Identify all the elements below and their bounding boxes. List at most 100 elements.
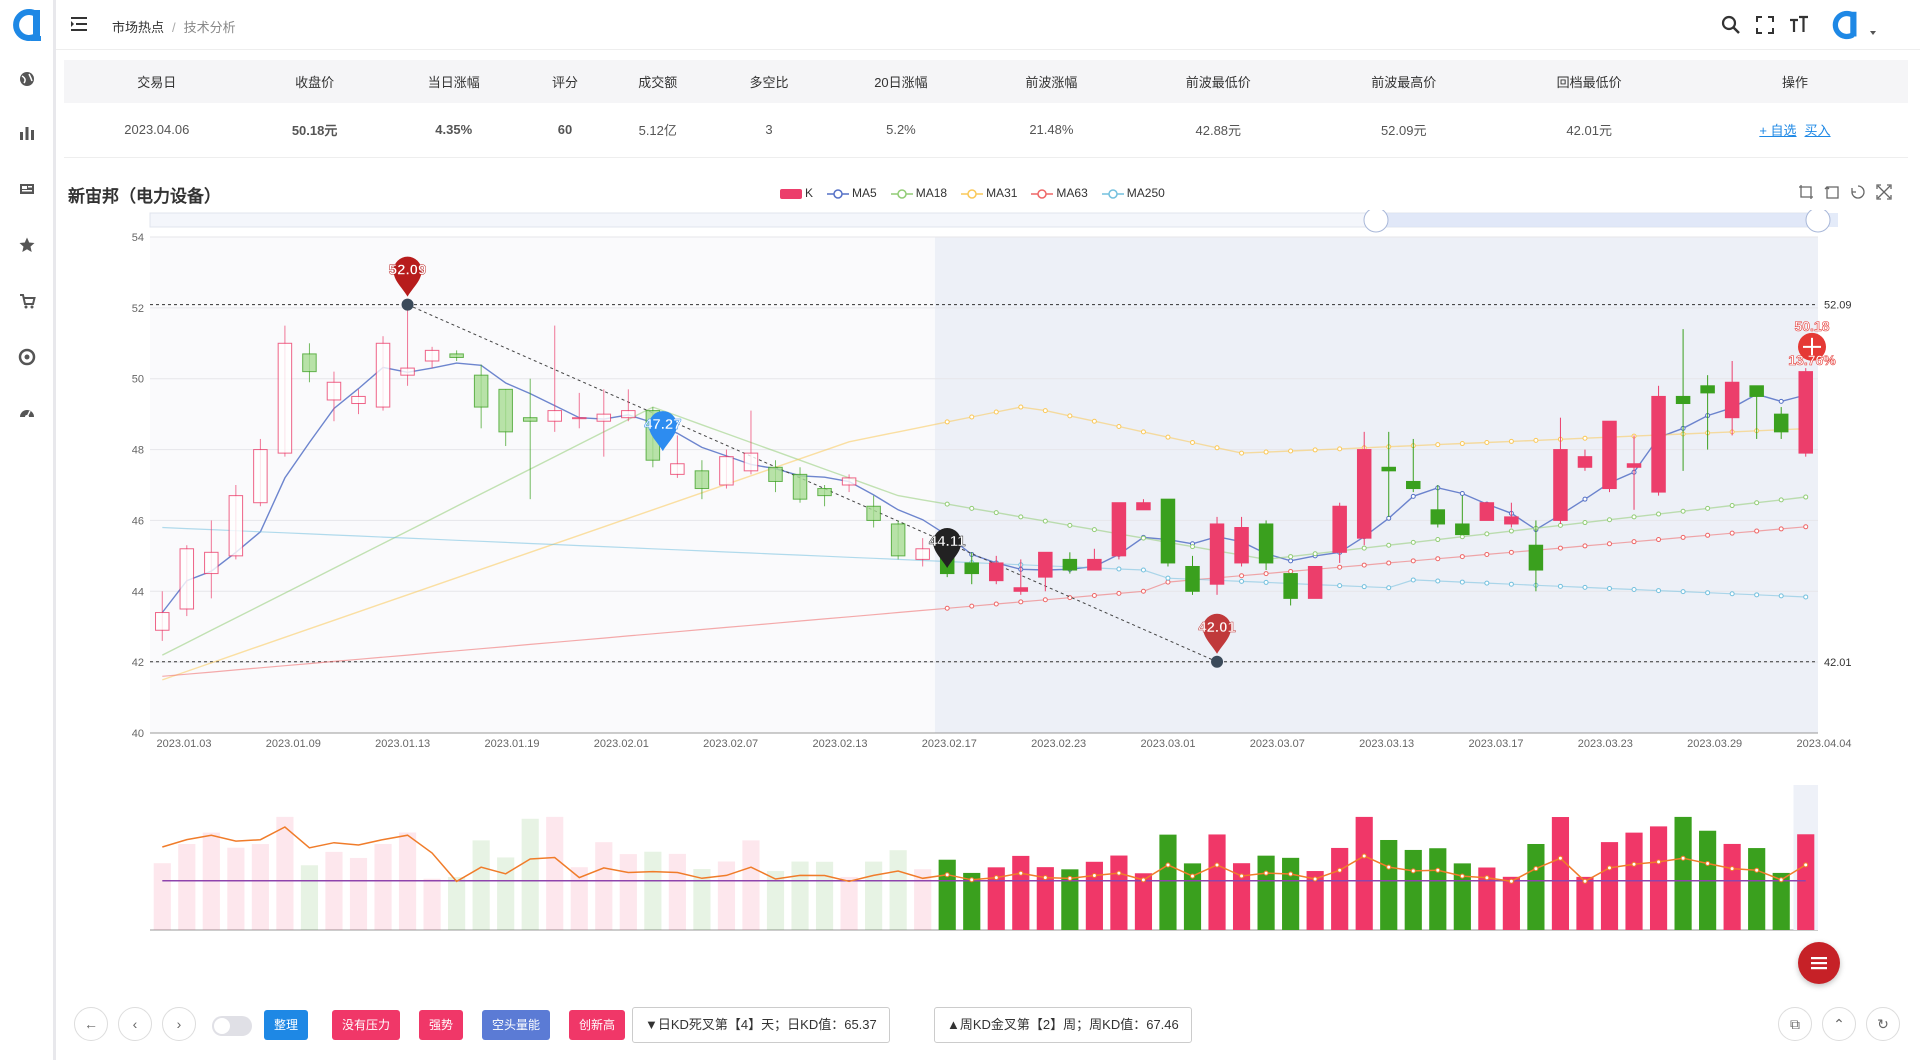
candle-body[interactable] — [1602, 420, 1617, 490]
candle-body[interactable] — [1087, 558, 1102, 571]
candle-body[interactable] — [1626, 463, 1642, 468]
candle-body[interactable] — [326, 381, 342, 401]
user-avatar-icon[interactable] — [1828, 10, 1862, 40]
candle-body[interactable] — [547, 410, 562, 422]
candle-body[interactable] — [890, 523, 906, 557]
globe-icon[interactable] — [18, 70, 36, 88]
candle-body[interactable] — [1038, 551, 1053, 578]
candle-body[interactable] — [1160, 498, 1176, 564]
legend-item-k[interactable]: K — [780, 186, 813, 200]
candle-body[interactable] — [1773, 413, 1789, 433]
candle-body[interactable] — [915, 548, 930, 560]
legend-item-ma250[interactable]: MA250 — [1101, 186, 1165, 200]
tag-bear-energy[interactable]: 空头量能 — [482, 1010, 551, 1040]
candle-body[interactable] — [351, 395, 366, 405]
candle-body[interactable] — [204, 551, 219, 575]
legend-item-ma18[interactable]: MA18 — [890, 186, 947, 200]
candle-body[interactable] — [1479, 502, 1495, 521]
scroll-top-button[interactable]: ⌃ — [1822, 1007, 1856, 1041]
candle-body[interactable] — [277, 342, 293, 454]
candle-body[interactable] — [670, 463, 685, 475]
candle-body[interactable] — [1307, 565, 1323, 599]
candle-body[interactable] — [1651, 395, 1666, 493]
star-icon[interactable] — [18, 236, 36, 254]
next-button[interactable]: › — [162, 1007, 196, 1041]
marker-high[interactable]: 52.09 — [389, 256, 427, 297]
marker-mid[interactable]: 47.27 — [644, 411, 682, 452]
candle-body[interactable] — [1209, 523, 1225, 585]
candle-body[interactable] — [792, 473, 808, 500]
zoom-select-icon[interactable] — [1798, 184, 1814, 200]
fullscreen-icon[interactable] — [1754, 14, 1776, 36]
candle-body[interactable] — [694, 470, 710, 490]
candle-body[interactable] — [1283, 573, 1298, 599]
candle-body[interactable] — [1504, 516, 1519, 525]
tag-no-pressure[interactable]: 没有压力 — [332, 1010, 401, 1040]
copy-button[interactable]: ⧉ — [1778, 1007, 1812, 1041]
breadcrumb-root[interactable]: 市场热点 — [112, 20, 165, 35]
kline-chart[interactable]: 54 52 50 48 46 44 42 40 2023.01.03 2023.01.09 2023… — [56, 210, 1896, 950]
candle-body[interactable] — [596, 413, 612, 422]
candle-body[interactable] — [449, 353, 464, 358]
candle-body[interactable] — [1111, 502, 1127, 557]
candle-body[interactable] — [1553, 449, 1568, 521]
candle-body[interactable] — [743, 452, 759, 472]
candle-body[interactable] — [1455, 523, 1470, 536]
candle-body[interactable] — [253, 449, 268, 504]
marker-low[interactable]: 42.01 — [1198, 613, 1236, 654]
marker-current[interactable]: 44.11 — [929, 528, 966, 569]
candle-body[interactable] — [1356, 449, 1372, 539]
legend-item-ma5[interactable]: MA5 — [827, 186, 877, 200]
dashboard-icon[interactable] — [18, 404, 36, 422]
candle-body[interactable] — [498, 388, 513, 433]
cart-icon[interactable] — [18, 292, 36, 310]
menu-fab[interactable] — [1798, 942, 1840, 984]
restore-icon[interactable] — [1850, 184, 1866, 200]
mode-toggle[interactable] — [212, 1016, 252, 1036]
candle-body[interactable] — [400, 367, 415, 376]
prev-button[interactable]: ‹ — [118, 1007, 152, 1041]
menu-fold-icon[interactable] — [70, 15, 88, 33]
tag-consolidate[interactable]: 整理 — [264, 1010, 309, 1040]
candle-body[interactable] — [1258, 523, 1274, 564]
candle-body[interactable] — [522, 417, 538, 422]
font-size-icon[interactable] — [1788, 14, 1810, 36]
candle-body[interactable] — [768, 466, 783, 482]
candle-body[interactable] — [1749, 385, 1764, 397]
tag-new-high[interactable]: 创新高 — [569, 1010, 626, 1040]
candle-body[interactable] — [1136, 502, 1151, 511]
candle-body[interactable] — [1724, 381, 1740, 419]
candle-body[interactable] — [817, 488, 832, 497]
candle-body[interactable] — [1798, 371, 1813, 454]
search-icon[interactable] — [1720, 14, 1742, 36]
candle-body[interactable] — [989, 562, 1004, 582]
zoom-reset-icon[interactable] — [1824, 184, 1840, 200]
candle-body[interactable] — [1528, 544, 1544, 571]
candle-body[interactable] — [1234, 527, 1249, 564]
candle-body[interactable] — [964, 562, 979, 575]
buy-link[interactable]: 买入 — [1804, 123, 1831, 139]
candle-body[interactable] — [621, 410, 636, 419]
candle-body[interactable] — [1700, 385, 1715, 394]
candle-body[interactable] — [719, 456, 734, 486]
candle-body[interactable] — [866, 505, 881, 521]
add-watchlist-link[interactable]: + 自选 — [1759, 123, 1797, 139]
candle-body[interactable] — [572, 417, 587, 420]
bar-chart-icon[interactable] — [18, 124, 36, 142]
candle-body[interactable] — [424, 349, 440, 362]
app-logo-icon[interactable] — [10, 8, 44, 42]
refresh-button[interactable]: ↻ — [1866, 1007, 1900, 1041]
candle-body[interactable] — [1062, 558, 1078, 571]
legend-item-ma31[interactable]: MA31 — [961, 186, 1017, 200]
data-zoom-window[interactable] — [1376, 213, 1838, 227]
newspaper-icon[interactable] — [18, 180, 36, 198]
candle-body[interactable] — [473, 374, 489, 408]
data-zoom-handle-right[interactable] — [1805, 210, 1831, 233]
candle-body[interactable] — [1430, 509, 1446, 525]
candle-body[interactable] — [1406, 480, 1421, 490]
candle-body[interactable] — [375, 342, 391, 408]
candle-body[interactable] — [1013, 587, 1029, 592]
candle-body[interactable] — [1381, 466, 1396, 472]
candle-body[interactable] — [228, 495, 244, 557]
candle-body[interactable] — [1185, 565, 1200, 592]
